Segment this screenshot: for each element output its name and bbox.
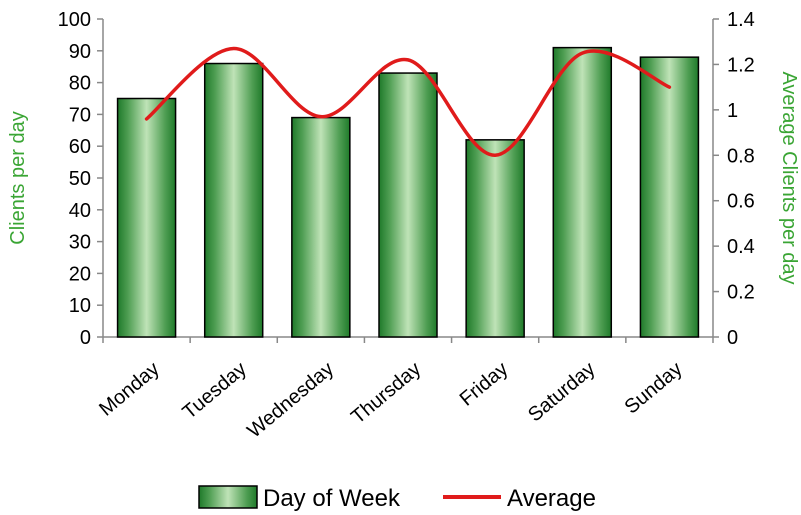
y-tick-label: 40 xyxy=(69,200,91,222)
bar-sunday xyxy=(640,57,698,337)
y-tick-label: 0 xyxy=(80,327,91,349)
y-tick-label: 50 xyxy=(69,168,91,190)
y2-tick-label: 0.2 xyxy=(727,282,755,304)
x-tick-label: Wednesday xyxy=(243,358,338,443)
bars xyxy=(118,48,699,337)
x-tick-label: Saturday xyxy=(524,358,599,426)
bar-tuesday xyxy=(205,64,263,337)
bar-friday xyxy=(466,140,524,337)
legend-line-label: Average xyxy=(507,485,596,512)
y-tick-label: 100 xyxy=(58,9,91,31)
y2-tick-label: 0 xyxy=(727,327,738,349)
legend: Day of Week Average xyxy=(199,485,596,512)
y-tick-label: 90 xyxy=(69,41,91,63)
y-axis-title: Clients per day xyxy=(7,111,29,244)
y2-tick-label: 1.4 xyxy=(727,9,755,31)
y-tick-label: 30 xyxy=(69,232,91,254)
y2-axis-title: Average Clients per day xyxy=(778,71,800,284)
legend-bar-swatch xyxy=(199,486,257,508)
y2-tick-label: 0.8 xyxy=(727,145,755,167)
x-tick-label: Friday xyxy=(456,358,513,411)
y-tick-label: 60 xyxy=(69,136,91,158)
bar-thursday xyxy=(379,73,437,337)
y-tick-label: 80 xyxy=(69,73,91,95)
bar-saturday xyxy=(553,48,611,337)
x-tick-label: Monday xyxy=(95,358,164,421)
y2-tick-label: 0.4 xyxy=(727,236,755,258)
legend-bar-label: Day of Week xyxy=(263,485,401,512)
y-tick-label: 10 xyxy=(69,295,91,317)
x-tick-label: Sunday xyxy=(621,358,687,418)
y2-tick-label: 1.2 xyxy=(727,54,755,76)
y-tick-label: 70 xyxy=(69,104,91,126)
bar-monday xyxy=(118,99,176,338)
y2-tick-label: 1 xyxy=(727,100,738,122)
x-tick-label: Tuesday xyxy=(179,358,251,424)
y-tick-label: 20 xyxy=(69,263,91,285)
y2-tick-label: 0.6 xyxy=(727,191,755,213)
x-tick-label: Thursday xyxy=(347,358,425,428)
bar-wednesday xyxy=(292,118,350,337)
